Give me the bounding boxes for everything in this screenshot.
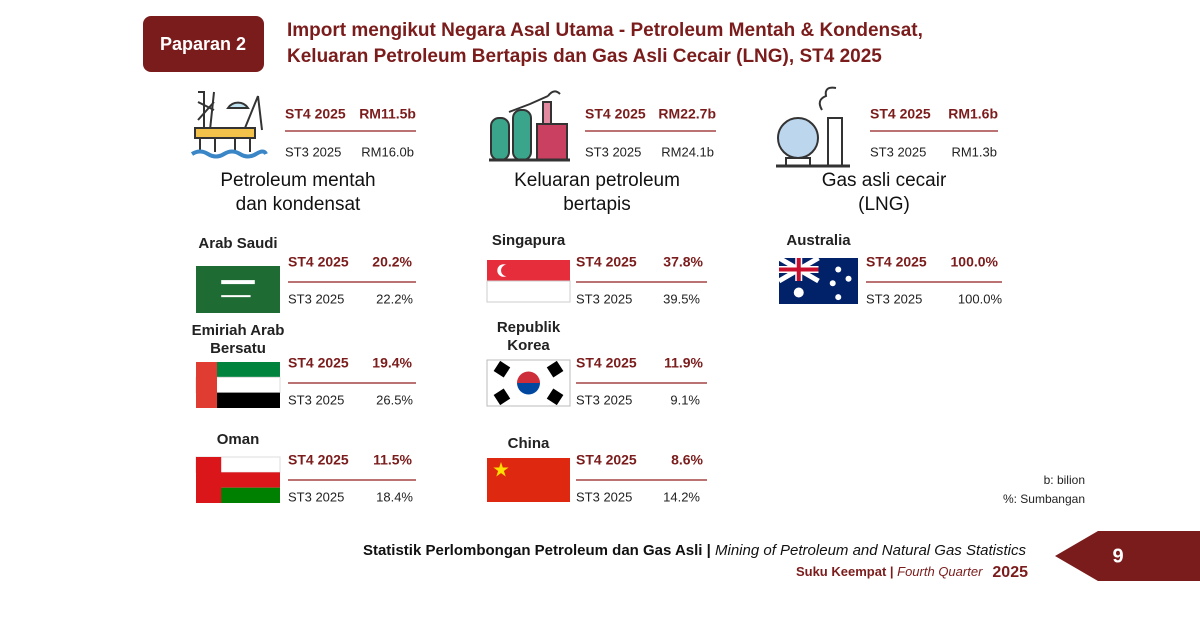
country-current-value: 20.2% — [372, 254, 412, 270]
country-name: Emiriah Arab — [192, 322, 285, 339]
flag-detail — [835, 294, 842, 301]
country-current-label: ST4 2025 — [288, 355, 349, 371]
country-previous-value: 14.2% — [663, 489, 700, 504]
page-tab — [1055, 531, 1200, 581]
summary-current-label: ST4 2025 — [285, 106, 346, 122]
flag-detail — [779, 258, 819, 281]
country-name: Oman — [217, 431, 260, 448]
country-current-value: 8.6% — [671, 452, 703, 468]
section-name: Gas asli cecair — [822, 170, 947, 191]
summary-previous-value: RM16.0b — [361, 144, 414, 159]
section-name: Petroleum mentah — [220, 170, 375, 191]
country-previous-label: ST3 2025 — [866, 291, 922, 306]
flag-detail — [501, 264, 513, 277]
flag-detail — [517, 383, 540, 395]
country-current-label: ST4 2025 — [576, 452, 637, 468]
summary-current-value: RM22.7b — [658, 106, 716, 122]
country-previous-label: ST3 2025 — [288, 392, 344, 407]
country-current-label: ST4 2025 — [576, 355, 637, 371]
country-current-label: ST4 2025 — [866, 254, 927, 270]
note: %: Sumbangan — [1003, 492, 1085, 506]
flag-detail — [221, 280, 255, 285]
country-current-value: 11.9% — [664, 355, 703, 371]
flag-detail — [546, 360, 564, 378]
summary-previous-label: ST3 2025 — [585, 144, 641, 159]
summary-current-label: ST4 2025 — [870, 106, 931, 122]
country-previous-value: 9.1% — [670, 392, 700, 407]
flag — [486, 280, 571, 303]
summary-current-value: RM11.5b — [359, 106, 416, 122]
country-previous-label: ST3 2025 — [576, 291, 632, 306]
section-name: bertapis — [563, 194, 631, 215]
flag-detail — [546, 388, 564, 406]
footer-period: Suku Keempat | Fourth Quarter 2025 — [796, 564, 1028, 581]
country-name: China — [508, 435, 550, 452]
badge-box — [143, 16, 264, 72]
summary-previous-value: RM24.1b — [661, 144, 714, 159]
note: b: bilion — [1044, 473, 1085, 487]
summary-previous-value: RM1.3b — [951, 144, 997, 159]
country-previous-label: ST3 2025 — [288, 291, 344, 306]
country-name: Singapura — [492, 232, 566, 249]
flag-detail — [835, 266, 842, 273]
country-name: Australia — [786, 232, 851, 249]
flag-detail — [517, 371, 540, 383]
country-current-value: 37.8% — [663, 254, 703, 270]
flag — [196, 266, 280, 313]
flag-detail — [493, 462, 509, 477]
country-previous-value: 26.5% — [376, 392, 413, 407]
summary-current-value: RM1.6b — [948, 106, 998, 122]
country-previous-label: ST3 2025 — [288, 489, 344, 504]
country-current-value: 19.4% — [372, 355, 412, 371]
flag-detail — [845, 275, 852, 282]
flag-detail — [493, 388, 511, 406]
oil-rig-icon — [190, 91, 268, 159]
country-current-value: 100.0% — [951, 254, 999, 270]
country-current-label: ST4 2025 — [576, 254, 637, 270]
section-name: dan kondensat — [236, 194, 361, 215]
flag-detail — [221, 295, 251, 298]
section-name: Keluaran petroleum — [514, 170, 680, 191]
country-name: Arab Saudi — [198, 235, 277, 252]
country-previous-value: 18.4% — [376, 489, 413, 504]
flag-detail — [493, 360, 511, 378]
country-current-label: ST4 2025 — [288, 254, 349, 270]
footer-title: Statistik Perlombongan Petroleum dan Gas… — [363, 542, 1027, 559]
country-previous-label: ST3 2025 — [576, 489, 632, 504]
summary-previous-label: ST3 2025 — [870, 144, 926, 159]
footer-title-ms: Statistik Perlombongan Petroleum dan Gas… — [363, 542, 715, 559]
summary-previous-label: ST3 2025 — [285, 144, 341, 159]
country-previous-value: 100.0% — [958, 291, 1003, 306]
summary-current-label: ST4 2025 — [585, 106, 646, 122]
flag — [487, 458, 570, 502]
lng-icon — [776, 86, 850, 168]
refinery-icon — [489, 90, 570, 162]
title-line: Keluaran Petroleum Bertapis dan Gas Asli… — [287, 46, 882, 67]
country-previous-value: 22.2% — [376, 291, 413, 306]
footer-period-ms: Suku Keempat | — [796, 564, 897, 579]
flag-detail — [829, 280, 836, 287]
flag — [196, 362, 217, 408]
country-name: Korea — [507, 337, 550, 354]
country-previous-value: 39.5% — [663, 291, 700, 306]
footer-year: 2025 — [992, 564, 1028, 581]
title-line: Import mengikut Negara Asal Utama - Petr… — [287, 20, 923, 41]
flag — [196, 457, 222, 503]
section-name: (LNG) — [858, 194, 910, 215]
badge: Paparan 2 — [160, 34, 246, 54]
footer-title-en: Mining of Petroleum and Natural Gas Stat… — [715, 542, 1026, 559]
country-current-value: 11.5% — [373, 452, 412, 468]
flag-detail — [793, 287, 804, 298]
country-current-label: ST4 2025 — [288, 452, 349, 468]
country-name: Republik — [497, 319, 561, 336]
footer-period-en: Fourth Quarter — [897, 564, 983, 579]
country-name: Bersatu — [210, 340, 266, 357]
country-previous-label: ST3 2025 — [576, 392, 632, 407]
page-number: 9 — [1112, 545, 1123, 567]
